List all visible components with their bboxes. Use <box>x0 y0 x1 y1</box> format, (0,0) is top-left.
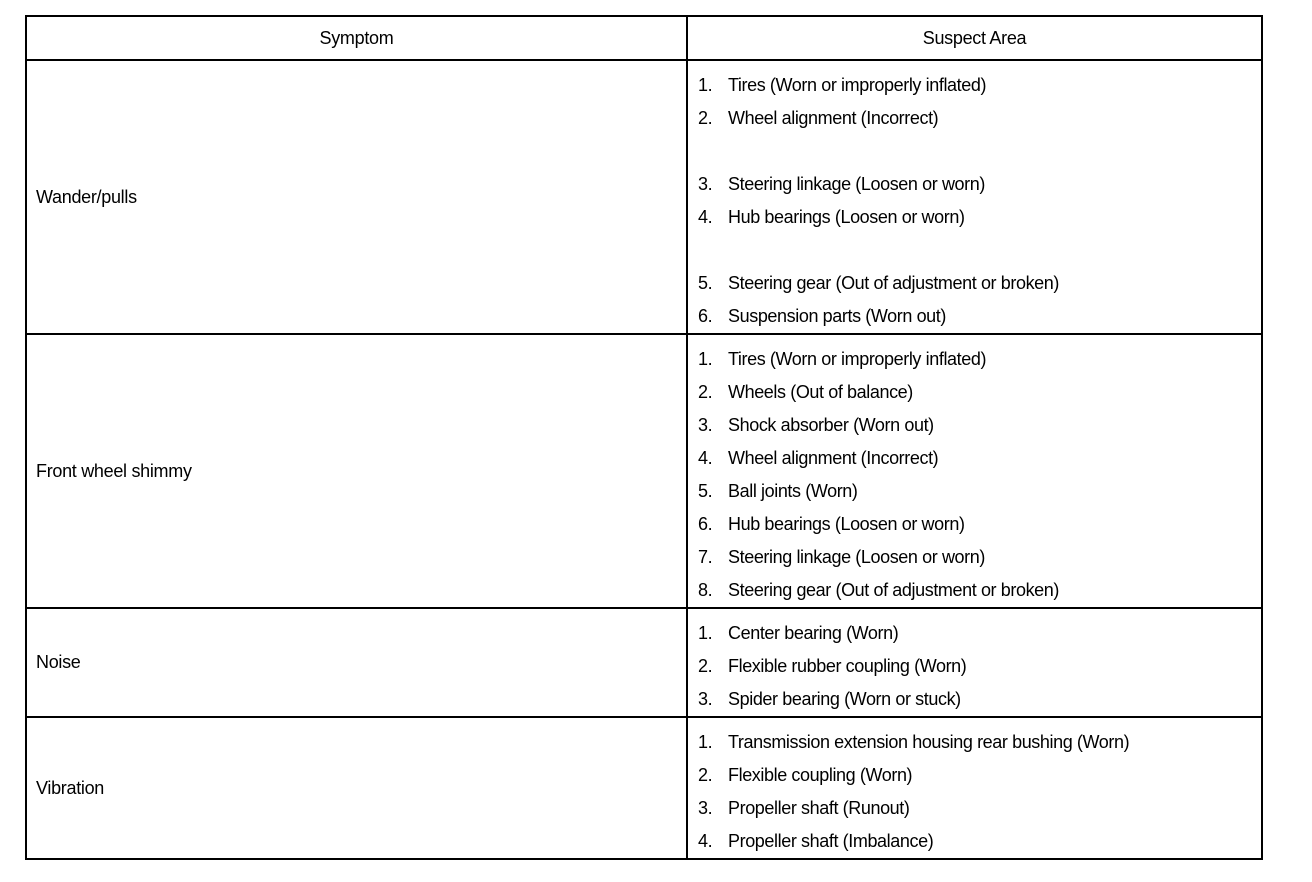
item-number: 4. <box>698 448 713 468</box>
suspect-area-cell: 1. Tires (Worn or improperly inflated) 2. W… <box>688 335 1261 607</box>
list-item: 6. Hub bearings (Loosen or worn) <box>698 508 1261 541</box>
item-text: Hub bearings (Loosen or worn) <box>728 207 965 227</box>
list-item: 5. Steering gear (Out of adjustment or br… <box>698 267 1261 300</box>
item-text: Wheels (Out of balance) <box>728 382 913 402</box>
list-item: 8. Steering gear (Out of adjustment or br… <box>698 574 1261 607</box>
list-item: 2. Flexible rubber coupling (Worn) <box>698 650 1261 683</box>
item-text: Propeller shaft (Runout) <box>728 798 910 818</box>
list-item: 3. Shock absorber (Worn out) <box>698 409 1261 442</box>
list-item: 4. Propeller shaft (Imbalance) <box>698 825 1261 858</box>
item-number: 1. <box>698 623 713 643</box>
item-number: 6. <box>698 306 713 326</box>
list-item: 7. Steering linkage (Loosen or worn) <box>698 541 1261 574</box>
symptom-cell: Front wheel shimmy <box>27 335 688 607</box>
header-symptom: Symptom <box>27 17 688 59</box>
item-text: Transmission extension housing rear bush… <box>728 732 1130 752</box>
suspect-area-cell: 1. Tires (Worn or improperly inflated) 2. W… <box>688 61 1261 333</box>
symptom-cell: Noise <box>27 609 688 716</box>
item-text: Steering gear (Out of adjustment or brok… <box>728 273 1059 293</box>
item-number: 5. <box>698 273 713 293</box>
list-item: 1. Transmission extension housing rear bu… <box>698 726 1261 759</box>
item-number: 4. <box>698 207 713 227</box>
item-text: Flexible rubber coupling (Worn) <box>728 656 967 676</box>
item-number: 2. <box>698 765 713 785</box>
item-text: Wheel alignment (Incorrect) <box>728 108 939 128</box>
item-text: Steering linkage (Loosen or worn) <box>728 547 985 567</box>
list-item: 5. Ball joints (Worn) <box>698 475 1261 508</box>
item-text: Suspension parts (Worn out) <box>728 306 946 326</box>
item-text: Hub bearings (Loosen or worn) <box>728 514 965 534</box>
list-item: 1. Tires (Worn or improperly inflated) <box>698 343 1261 376</box>
table-row: Noise 1. Center bearing (Worn) 2. Flexible r… <box>27 609 1261 718</box>
table-row: Wander/pulls 1. Tires (Worn or improperly … <box>27 61 1261 335</box>
item-text: Tires (Worn or improperly inflated) <box>728 75 987 95</box>
item-text: Wheel alignment (Incorrect) <box>728 448 939 468</box>
item-text: Spider bearing (Worn or stuck) <box>728 689 961 709</box>
table-body: Wander/pulls 1. Tires (Worn or improperly … <box>27 61 1261 858</box>
list-item: 2. Wheel alignment (Incorrect) <box>698 102 1261 135</box>
list-item: 1. Tires (Worn or improperly inflated) <box>698 69 1261 102</box>
item-number: 8. <box>698 580 713 600</box>
item-text: Steering linkage (Loosen or worn) <box>728 174 985 194</box>
list-item: 1. Center bearing (Worn) <box>698 617 1261 650</box>
table-row: Vibration 1. Transmission extension housin… <box>27 718 1261 858</box>
list-item: 4. Hub bearings (Loosen or worn) <box>698 201 1261 234</box>
item-text: Center bearing (Worn) <box>728 623 899 643</box>
list-item: 3. Steering linkage (Loosen or worn) <box>698 168 1261 201</box>
item-text: Flexible coupling (Worn) <box>728 765 913 785</box>
item-number: 3. <box>698 798 713 818</box>
list-item: 4. Wheel alignment (Incorrect) <box>698 442 1261 475</box>
item-number: 4. <box>698 831 713 851</box>
list-item: 2. Flexible coupling (Worn) <box>698 759 1261 792</box>
list-item: 3. Propeller shaft (Runout) <box>698 792 1261 825</box>
symptom-cell: Vibration <box>27 718 688 858</box>
item-number: 3. <box>698 174 713 194</box>
item-number: 5. <box>698 481 713 501</box>
item-number: 7. <box>698 547 713 567</box>
item-text: Propeller shaft (Imbalance) <box>728 831 934 851</box>
item-number: 3. <box>698 415 713 435</box>
item-number: 3. <box>698 689 713 709</box>
item-number: 1. <box>698 75 713 95</box>
list-item: 3. Spider bearing (Worn or stuck) <box>698 683 1261 716</box>
suspect-area-cell: 1. Transmission extension housing rear bu… <box>688 718 1261 858</box>
item-number: 2. <box>698 382 713 402</box>
troubleshooting-table: Symptom Suspect Area Wander/pulls 1. Tires… <box>25 15 1263 860</box>
list-item: 2. Wheels (Out of balance) <box>698 376 1261 409</box>
symptom-cell: Wander/pulls <box>27 61 688 333</box>
item-number: 2. <box>698 108 713 128</box>
item-number: 1. <box>698 349 713 369</box>
table-row: Front wheel shimmy 1. Tires (Worn or impro… <box>27 335 1261 609</box>
item-text: Ball joints (Worn) <box>728 481 858 501</box>
table-header: Symptom Suspect Area <box>27 17 1261 61</box>
item-number: 2. <box>698 656 713 676</box>
header-suspect-area: Suspect Area <box>922 27 1027 48</box>
item-text: Shock absorber (Worn out) <box>728 415 934 435</box>
suspect-area-cell: 1. Center bearing (Worn) 2. Flexible rubber… <box>688 609 1261 716</box>
item-number: 6. <box>698 514 713 534</box>
item-number: 1. <box>698 732 713 752</box>
item-text: Tires (Worn or improperly inflated) <box>728 349 987 369</box>
item-text: Steering gear (Out of adjustment or brok… <box>728 580 1059 600</box>
list-item: 6. Suspension parts (Worn out) <box>698 300 1261 333</box>
